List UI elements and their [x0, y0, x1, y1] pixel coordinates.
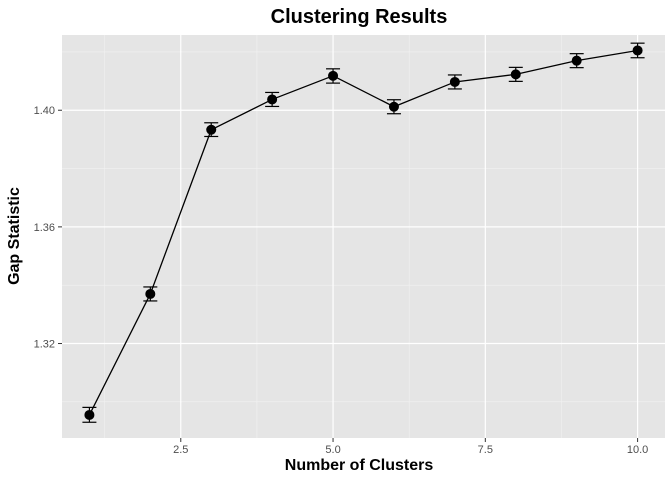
data-point: [145, 288, 156, 299]
data-point: [571, 55, 582, 66]
data-point: [510, 69, 521, 80]
y-tick-label: 1.32: [34, 339, 55, 351]
x-axis: 2.5 5.0 7.5 10.0: [173, 438, 648, 456]
data-point: [328, 70, 339, 81]
data-point: [267, 94, 278, 105]
y-axis-title: Gap Statistic: [6, 187, 23, 285]
x-tick-label: 2.5: [173, 444, 188, 456]
data-point: [206, 124, 217, 135]
x-tick-label: 7.5: [478, 444, 493, 456]
series-line: [88, 49, 638, 416]
minor-grid: [62, 35, 665, 438]
data-point: [449, 76, 460, 87]
data-point: [632, 45, 643, 56]
data-points: [84, 45, 643, 420]
y-axis: 1.32 1.36 1.40: [34, 105, 62, 351]
data-point: [388, 101, 399, 112]
plot-panel: [62, 35, 665, 438]
x-tick-label: 10.0: [627, 444, 648, 456]
major-grid: [62, 35, 665, 438]
y-tick-label: 1.40: [34, 105, 55, 117]
data-point: [84, 409, 95, 420]
series-line-group: [88, 49, 638, 416]
x-axis-title: Number of Clusters: [285, 457, 434, 474]
x-tick-label: 5.0: [325, 444, 340, 456]
chart-title: Clustering Results: [271, 6, 448, 28]
y-tick-label: 1.36: [34, 222, 55, 234]
